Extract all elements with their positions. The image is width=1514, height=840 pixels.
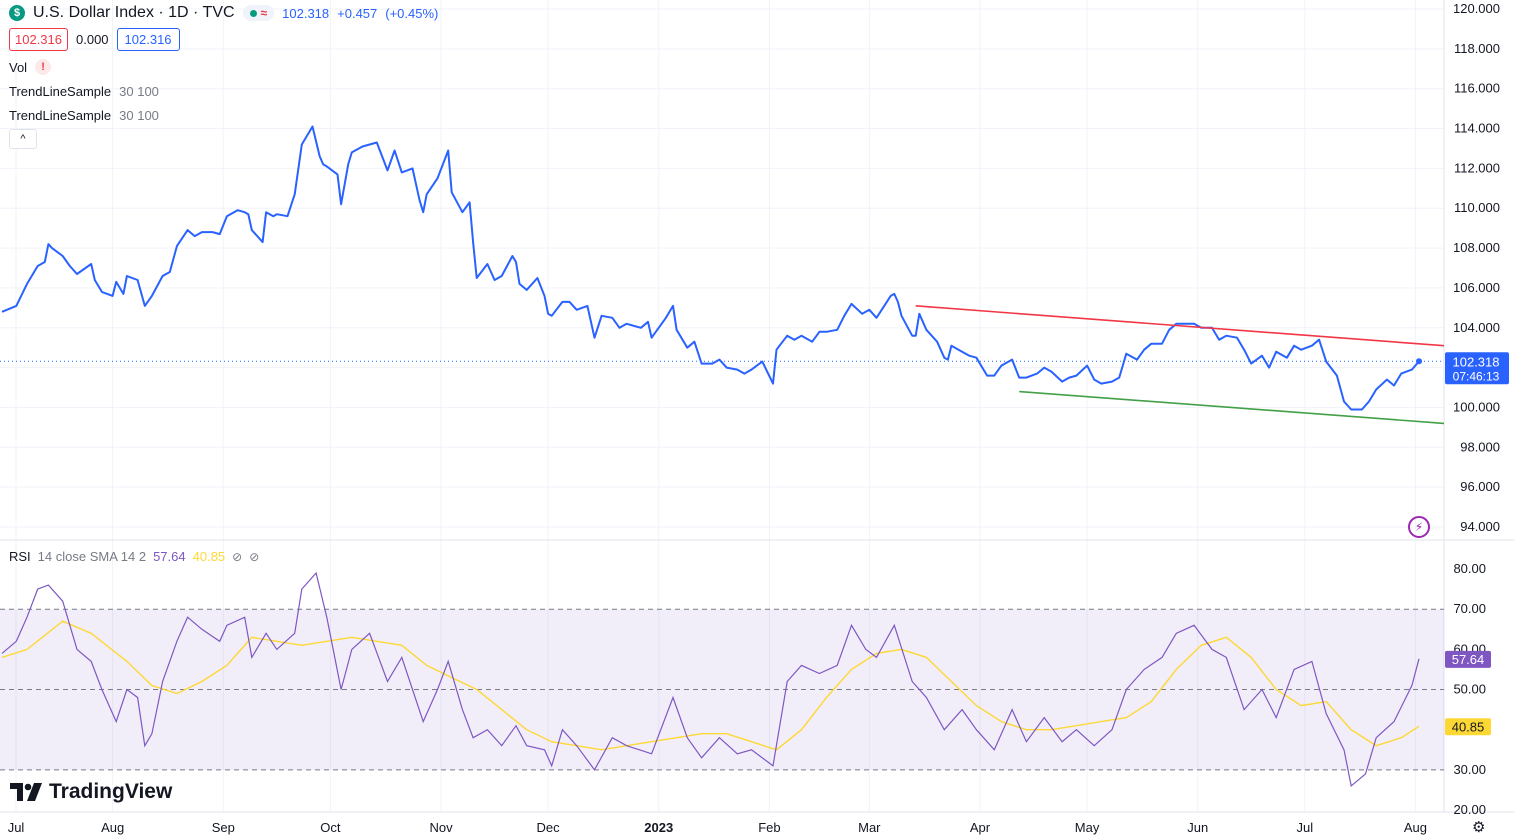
price-tick-label: 112.000	[1454, 160, 1500, 175]
tradingview-logo-icon	[10, 783, 42, 801]
hidden-eye-icon[interactable]: ⊘	[249, 549, 260, 564]
indicator-trendline-2[interactable]: TrendLineSample 30 100	[9, 103, 438, 127]
warning-icon[interactable]: !	[35, 59, 52, 75]
time-tick-label: May	[1075, 820, 1100, 835]
price-tick-label: 114.000	[1454, 121, 1500, 136]
hidden-eye-icon[interactable]: ⊘	[232, 549, 243, 564]
indicator-vol[interactable]: Vol !	[9, 55, 438, 79]
upper-trend-line	[915, 305, 1445, 347]
symbol-title[interactable]: U.S. Dollar Index · 1D · TVC	[33, 4, 235, 21]
ask-price-box[interactable]: 102.316	[116, 28, 180, 51]
time-tick-label: Aug	[1404, 820, 1427, 835]
bid-price-box[interactable]: 102.316	[9, 28, 68, 51]
spread-value: 0.000	[76, 32, 109, 47]
rsi-last-label: 57.64	[1452, 652, 1485, 667]
rsi-value: 57.64	[153, 549, 186, 564]
dollar-symbol-icon: $	[9, 5, 25, 21]
rsi-tick-label: 30.00	[1453, 762, 1486, 777]
indicator-name: TrendLineSample	[9, 107, 112, 123]
market-status-icon	[249, 9, 257, 17]
countdown-label: 07:46:13	[1453, 369, 1500, 383]
rsi-tick-label: 70.00	[1453, 601, 1486, 616]
price-tick-label: 98.000	[1460, 439, 1500, 454]
time-tick-label: Aug	[101, 820, 124, 835]
lower-trend-line	[1019, 390, 1445, 425]
indicator-name: TrendLineSample	[9, 83, 112, 99]
last-price-tag	[1445, 352, 1509, 385]
time-tick-label: Apr	[970, 820, 991, 835]
flash-icon[interactable]: ⚡	[1408, 516, 1430, 538]
tradingview-logo[interactable]: TradingView	[10, 780, 172, 804]
price-tick-label: 96.000	[1460, 479, 1500, 494]
rsi-tick-label: 80.00	[1453, 561, 1486, 576]
indicator-trendline-1[interactable]: TrendLineSample 30 100	[9, 79, 438, 103]
symbol-header: $ U.S. Dollar Index · 1D · TVC ≈ 102.318…	[9, 2, 438, 24]
rsi-ma-last-label: 40.85	[1452, 719, 1485, 734]
rsi-last-tag	[1445, 650, 1491, 668]
time-tick-label: Sep	[212, 820, 235, 835]
rsi-ma-line	[1, 620, 1420, 751]
collapse-legend-button[interactable]: ^	[9, 129, 37, 149]
time-tick-label: 2023	[644, 820, 673, 835]
price-series-line	[1, 125, 1420, 411]
price-tick-label: 100.000	[1453, 399, 1500, 414]
price-tick-label: 118.000	[1454, 41, 1500, 56]
wave-icon: ≈	[260, 6, 268, 20]
settings-gear-icon[interactable]: ⚙	[1472, 819, 1486, 836]
price-tick-label: 116.000	[1454, 81, 1500, 96]
last-price-point	[1416, 358, 1422, 365]
brand-name: TradingView	[49, 780, 173, 803]
price-change-percent: (+0.45%)	[385, 5, 439, 21]
time-tick-label: Jun	[1187, 820, 1208, 835]
market-status-pill[interactable]: ≈	[242, 5, 275, 21]
rsi-tick-label: 20.00	[1453, 802, 1486, 817]
price-tick-label: 108.000	[1453, 240, 1500, 255]
chevron-up-icon: ^	[20, 133, 26, 145]
indicator-params: 30 100	[119, 83, 159, 99]
rsi-ma-last-tag	[1445, 718, 1491, 736]
rsi-tick-label: 50.00	[1453, 682, 1486, 697]
time-tick-label: Oct	[320, 820, 341, 835]
time-tick-label: Feb	[758, 820, 780, 835]
time-tick-label: Jul	[1296, 820, 1313, 835]
last-price: 102.318	[282, 5, 330, 21]
indicator-params: 30 100	[119, 107, 159, 123]
time-tick-label: Nov	[429, 820, 453, 835]
price-change: +0.457	[337, 5, 378, 21]
time-tick-label: Mar	[858, 820, 881, 835]
indicator-name: Vol	[9, 59, 28, 75]
price-tick-label: 106.000	[1453, 280, 1500, 295]
time-tick-label: Dec	[537, 820, 561, 835]
time-tick-label: Jul	[8, 820, 25, 835]
rsi-name: RSI	[9, 549, 31, 564]
chart-legend: $ U.S. Dollar Index · 1D · TVC ≈ 102.318…	[9, 2, 438, 149]
rsi-params: 14 close SMA 14 2	[37, 549, 147, 564]
rsi-legend[interactable]: RSI 14 close SMA 14 2 57.64 40.85 ⊘ ⊘	[9, 549, 259, 564]
last-price-label: 102.318	[1453, 354, 1500, 369]
price-tick-label: 94.000	[1460, 519, 1500, 534]
bid-ask-row: 102.316 0.000 102.316	[9, 28, 438, 51]
rsi-ma-value: 40.85	[192, 549, 226, 564]
rsi-line	[1, 571, 1420, 788]
price-tick-label: 120.000	[1453, 1, 1500, 16]
price-tick-label: 104.000	[1453, 320, 1500, 335]
price-tick-label: 110.000	[1454, 200, 1500, 215]
